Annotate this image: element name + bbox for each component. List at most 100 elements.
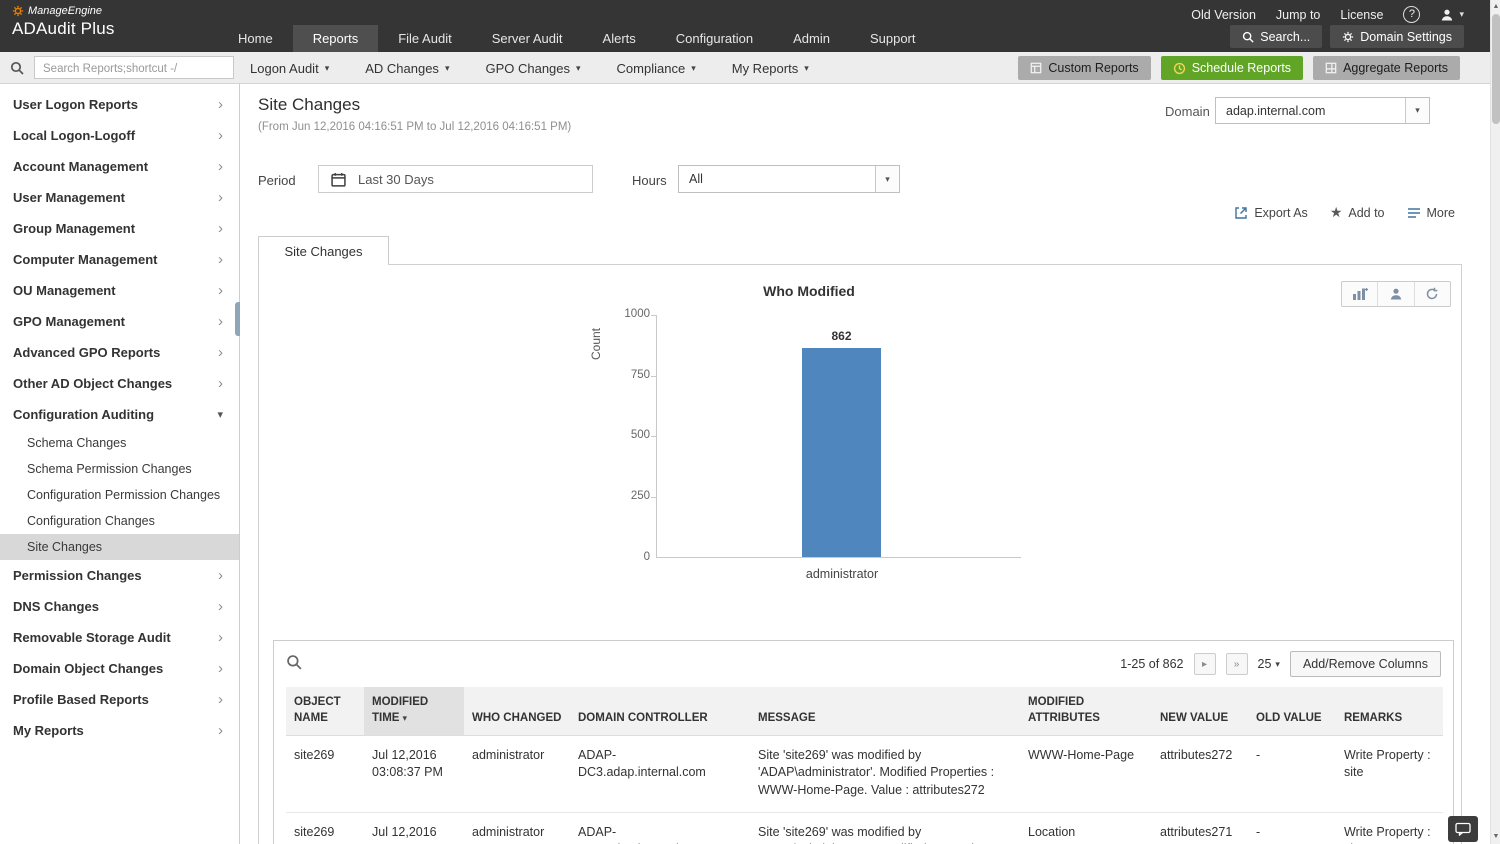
page-size-select[interactable]: 25 ▾ [1258, 657, 1280, 671]
chevron-right-icon: › [218, 96, 223, 113]
sidebar-item-other-ad-object-changes[interactable]: Other AD Object Changes › [0, 368, 239, 399]
brand-company: ManageEngine [28, 5, 103, 17]
toolbar-search-icon[interactable] [10, 61, 24, 80]
sidebar-item-my-reports[interactable]: My Reports › [0, 715, 239, 746]
refresh-icon[interactable] [1413, 282, 1450, 306]
chat-bubble-icon [1455, 822, 1471, 836]
jump-to-link[interactable]: Jump to [1275, 7, 1321, 22]
tab-site-changes[interactable]: Site Changes [258, 236, 389, 265]
main-nav: Home Reports File Audit Server Audit Ale… [218, 25, 936, 52]
menu-ad-changes[interactable]: AD Changes ▾ [365, 61, 449, 76]
menu-compliance[interactable]: Compliance ▾ [617, 61, 696, 76]
nav-tab-file-audit[interactable]: File Audit [398, 31, 452, 46]
sidebar-item-account-management[interactable]: Account Management › [0, 151, 239, 182]
sidebar-item-user-management[interactable]: User Management › [0, 182, 239, 213]
sidebar-item-local-logon-logoff[interactable]: Local Logon-Logoff › [0, 120, 239, 151]
chart-plot-area: 862 administrator [656, 315, 1021, 581]
sidebar-item-removable-storage-audit[interactable]: Removable Storage Audit › [0, 622, 239, 653]
last-page-button[interactable]: » [1225, 653, 1248, 675]
custom-reports-button[interactable]: Custom Reports [1018, 56, 1151, 80]
add-remove-columns-button[interactable]: Add/Remove Columns [1289, 651, 1441, 677]
col-modified-attributes[interactable]: MODIFIED ATTRIBUTES [1020, 687, 1152, 737]
cell-remarks: Write Property : site [1336, 811, 1443, 844]
chart-type-icon[interactable] [1342, 282, 1377, 306]
sidebar-collapse-handle[interactable] [235, 302, 240, 336]
menu-logon-audit[interactable]: Logon Audit ▾ [250, 61, 329, 76]
sidebar-item-profile-based-reports[interactable]: Profile Based Reports › [0, 684, 239, 715]
cell-modified-time: Jul 12,2016 03:08:37 PM [364, 811, 464, 844]
chart-user-icon[interactable] [1377, 282, 1413, 306]
hours-label: Hours [632, 173, 667, 188]
sidebar-item-computer-management[interactable]: Computer Management › [0, 244, 239, 275]
scrollbar-thumb[interactable] [1492, 14, 1500, 124]
cell-message: Site 'site269' was modified by 'ADAP\adm… [750, 811, 1020, 844]
menu-gpo-changes[interactable]: GPO Changes ▾ [485, 61, 580, 76]
col-who-changed[interactable]: WHO CHANGED [464, 687, 570, 737]
sidebar-item-schema-permission-changes[interactable]: Schema Permission Changes [0, 456, 239, 482]
more-button[interactable]: More [1407, 206, 1455, 220]
scroll-up-icon[interactable]: ▲ [1492, 3, 1500, 10]
aggregate-reports-button[interactable]: Aggregate Reports [1313, 56, 1460, 80]
reports-search-input[interactable] [34, 56, 234, 79]
sidebar-item-domain-object-changes[interactable]: Domain Object Changes › [0, 653, 239, 684]
nav-tab-alerts[interactable]: Alerts [602, 31, 636, 46]
sidebar-item-advanced-gpo-reports[interactable]: Advanced GPO Reports › [0, 337, 239, 368]
menu-my-reports[interactable]: My Reports ▾ [732, 61, 809, 76]
old-version-link[interactable]: Old Version [1191, 7, 1256, 22]
sidebar-item-gpo-management[interactable]: GPO Management › [0, 306, 239, 337]
y-tick-label: 500 [630, 429, 650, 441]
sidebar-item-schema-changes[interactable]: Schema Changes [0, 430, 239, 456]
user-menu[interactable]: ▾ [1440, 8, 1464, 22]
sidebar-item-site-changes[interactable]: Site Changes [0, 534, 239, 560]
col-remarks[interactable]: REMARKS [1336, 687, 1443, 737]
sidebar-item-dns-changes[interactable]: DNS Changes › [0, 591, 239, 622]
results-grid-panel: 1-25 of 862 ▸ » 25 ▾ Add/Remove Columns [273, 640, 1454, 844]
period-picker[interactable]: Last 30 Days [318, 165, 593, 193]
grid-search-icon[interactable] [286, 654, 302, 675]
sidebar-item-permission-changes[interactable]: Permission Changes › [0, 560, 239, 591]
col-message[interactable]: MESSAGE [750, 687, 1020, 737]
gear-icon [1343, 31, 1354, 42]
y-tick-mark [651, 315, 656, 316]
sidebar-item-configuration-changes[interactable]: Configuration Changes [0, 508, 239, 534]
export-as-button[interactable]: Export As [1234, 206, 1308, 220]
col-label: OBJECT NAME [294, 696, 341, 725]
col-modified-time[interactable]: MODIFIED TIME ▾ [364, 687, 464, 737]
user-icon [1442, 9, 1453, 20]
nav-tab-reports[interactable]: Reports [292, 25, 379, 52]
schedule-reports-button[interactable]: Schedule Reports [1160, 56, 1304, 80]
scroll-down-icon[interactable]: ▼ [1492, 833, 1500, 840]
help-icon[interactable]: ? [1403, 6, 1421, 23]
col-domain-controller[interactable]: DOMAIN CONTROLLER [570, 687, 750, 737]
sidebar-item-label: User Logon Reports [13, 97, 138, 112]
nav-tab-admin[interactable]: Admin [793, 31, 830, 46]
sidebar-item-configuration-auditing[interactable]: Configuration Auditing ▾ [0, 399, 239, 430]
feedback-chat-button[interactable] [1448, 816, 1478, 842]
license-link[interactable]: License [1340, 7, 1384, 22]
chevron-right-icon: › [218, 567, 223, 584]
sidebar-item-label: Configuration Permission Changes [27, 488, 221, 502]
chart-bar-value: 862 [831, 329, 852, 343]
hours-select[interactable]: All ▾ [678, 165, 900, 193]
col-old-value[interactable]: OLD VALUE [1248, 687, 1336, 737]
col-object-name[interactable]: OBJECT NAME [286, 687, 364, 737]
global-search-label: Search... [1260, 29, 1311, 44]
domain-select[interactable]: adap.internal.com ▾ [1215, 97, 1430, 124]
sidebar-item-ou-management[interactable]: OU Management › [0, 275, 239, 306]
nav-tab-support[interactable]: Support [869, 31, 916, 46]
sidebar-item-group-management[interactable]: Group Management › [0, 213, 239, 244]
nav-tab-home[interactable]: Home [238, 31, 273, 46]
chart-ylabel: Count [589, 327, 603, 360]
sidebar-item-configuration-permission-changes[interactable]: Configuration Permission Changes [0, 482, 239, 508]
cell-modified-attributes: Location [1020, 811, 1152, 844]
nav-tab-server-audit[interactable]: Server Audit [491, 31, 563, 46]
next-page-button[interactable]: ▸ [1193, 653, 1216, 675]
col-new-value[interactable]: NEW VALUE [1152, 687, 1248, 737]
sidebar-item-user-logon-reports[interactable]: User Logon Reports › [0, 89, 239, 120]
nav-tab-configuration[interactable]: Configuration [675, 31, 754, 46]
report-category-menus: Logon Audit ▾ AD Changes ▾ GPO Changes ▾ Co… [250, 52, 809, 84]
global-search-button[interactable]: Search... [1230, 25, 1323, 48]
domain-settings-button[interactable]: Domain Settings [1330, 25, 1464, 48]
add-to-button[interactable]: ★ Add to [1330, 204, 1385, 221]
vertical-scrollbar[interactable]: ▲ ▼ [1490, 0, 1500, 844]
